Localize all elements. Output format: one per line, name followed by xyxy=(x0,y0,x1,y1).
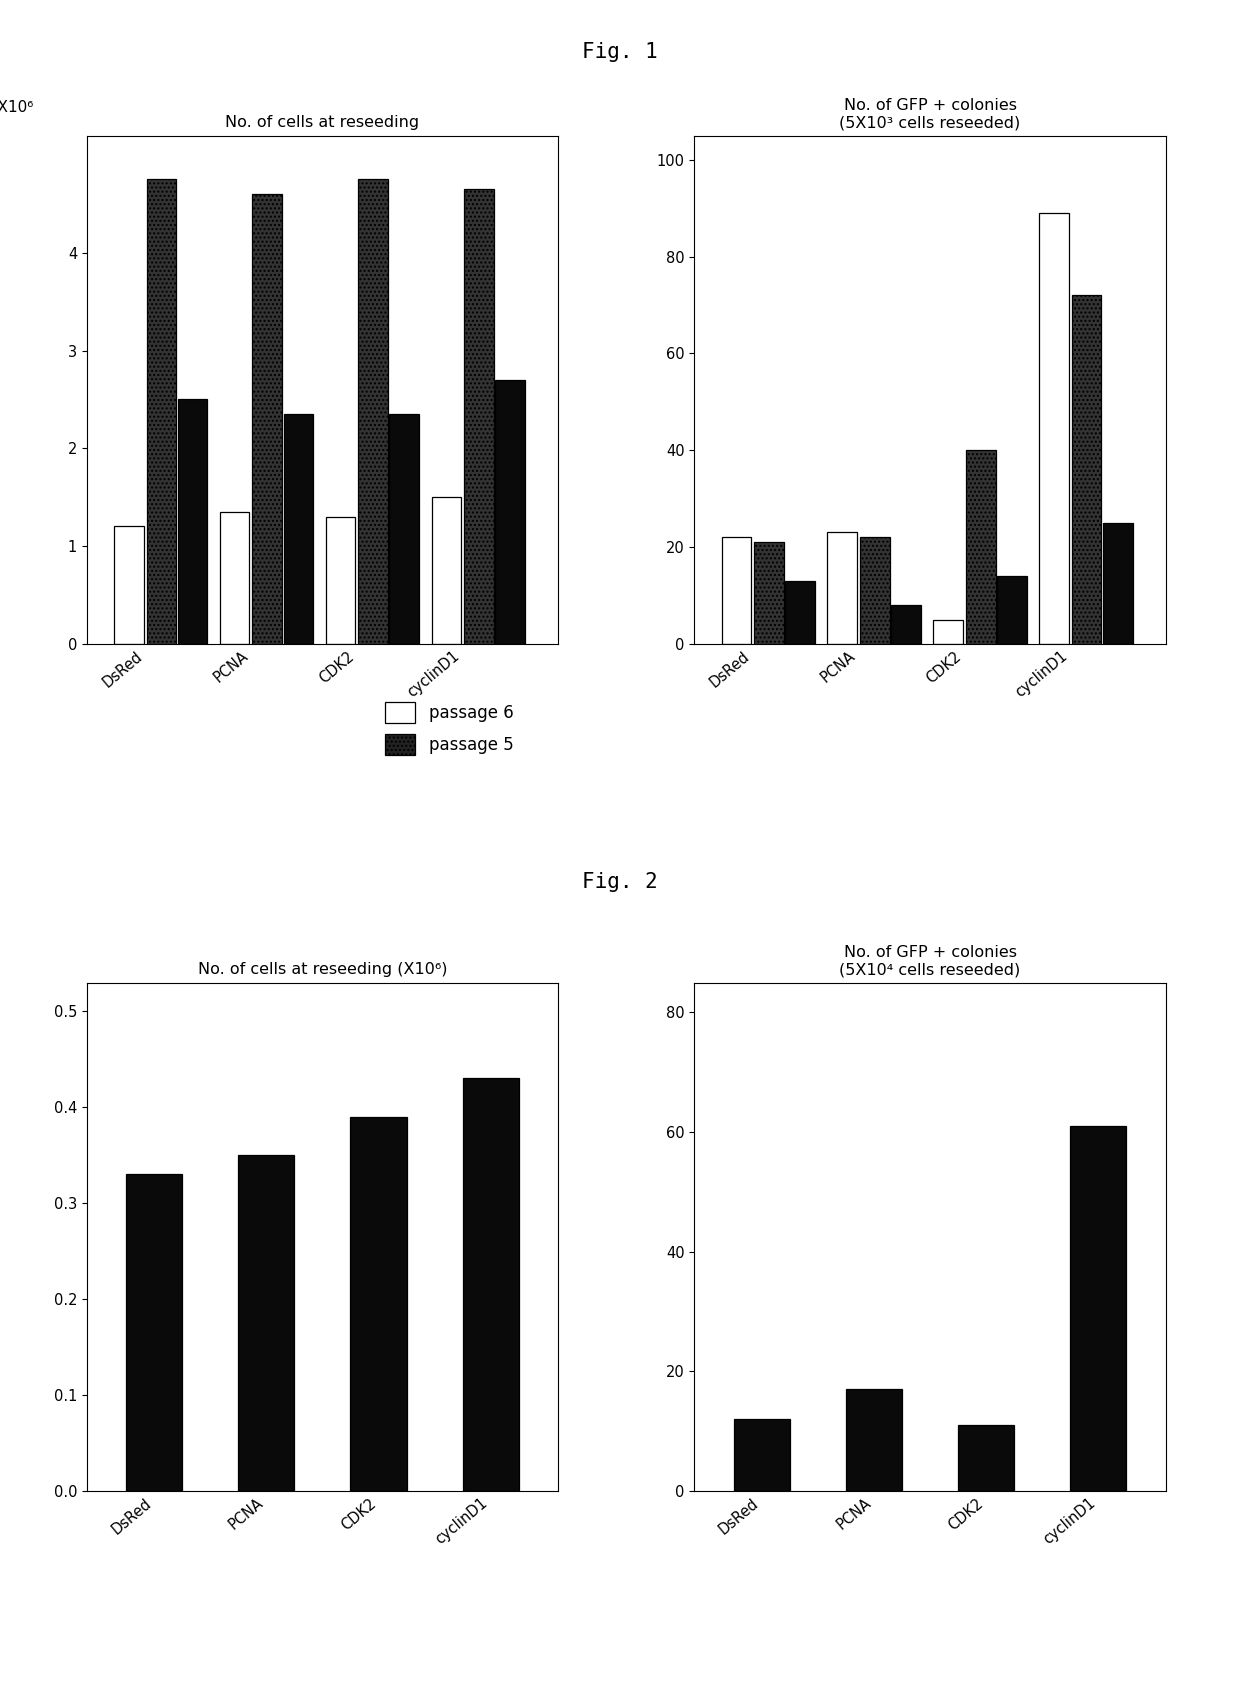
Bar xyxy=(464,190,494,644)
Title: No. of cells at reseeding: No. of cells at reseeding xyxy=(226,115,419,130)
Bar xyxy=(238,1155,294,1491)
Bar xyxy=(114,527,144,644)
Bar xyxy=(146,180,176,644)
Bar xyxy=(959,1425,1014,1491)
Legend: passage 6, passage 5: passage 6, passage 5 xyxy=(381,698,518,759)
Bar xyxy=(326,517,356,644)
Bar xyxy=(1102,523,1132,644)
Bar xyxy=(1039,213,1069,644)
Text: Fig. 2: Fig. 2 xyxy=(582,872,658,893)
Bar xyxy=(389,413,419,644)
Bar xyxy=(253,195,281,644)
Bar xyxy=(997,576,1027,644)
Bar xyxy=(432,496,461,644)
Bar xyxy=(495,379,525,644)
Bar xyxy=(734,1420,790,1491)
Bar xyxy=(846,1389,901,1491)
Bar xyxy=(754,542,784,644)
Bar xyxy=(1071,295,1101,644)
Bar xyxy=(1070,1127,1126,1491)
Bar xyxy=(722,537,751,644)
Text: 5 X10⁶: 5 X10⁶ xyxy=(0,100,33,115)
Bar xyxy=(934,620,963,644)
Bar xyxy=(827,532,857,644)
Bar xyxy=(358,180,388,644)
Bar xyxy=(284,413,314,644)
Bar xyxy=(966,451,996,644)
Bar xyxy=(177,400,207,644)
Title: No. of GFP + colonies
(5X10⁴ cells reseeded): No. of GFP + colonies (5X10⁴ cells resee… xyxy=(839,945,1021,977)
Bar xyxy=(785,581,815,644)
Text: Fig. 1: Fig. 1 xyxy=(582,42,658,63)
Bar xyxy=(892,605,921,644)
Bar xyxy=(219,512,249,644)
Title: No. of GFP + colonies
(5X10³ cells reseeded): No. of GFP + colonies (5X10³ cells resee… xyxy=(839,98,1021,130)
Bar xyxy=(351,1116,407,1491)
Bar xyxy=(463,1079,518,1491)
Bar xyxy=(861,537,889,644)
Bar xyxy=(126,1174,182,1491)
Title: No. of cells at reseeding (X10⁶): No. of cells at reseeding (X10⁶) xyxy=(197,962,448,977)
